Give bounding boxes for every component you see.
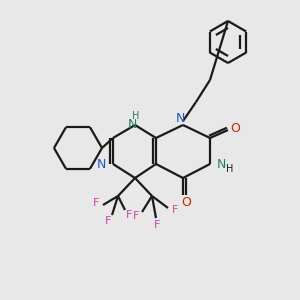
Text: F: F — [133, 211, 139, 221]
Text: F: F — [154, 220, 160, 230]
Text: F: F — [172, 205, 178, 215]
Text: O: O — [230, 122, 240, 136]
Text: N: N — [175, 112, 185, 125]
Text: F: F — [105, 216, 111, 226]
Text: O: O — [181, 196, 191, 208]
Text: H: H — [226, 164, 233, 174]
Text: F: F — [93, 198, 99, 208]
Text: H: H — [132, 111, 140, 121]
Text: N: N — [217, 158, 226, 170]
Text: F: F — [126, 210, 132, 220]
Text: N: N — [97, 158, 106, 170]
Text: N: N — [127, 118, 137, 130]
